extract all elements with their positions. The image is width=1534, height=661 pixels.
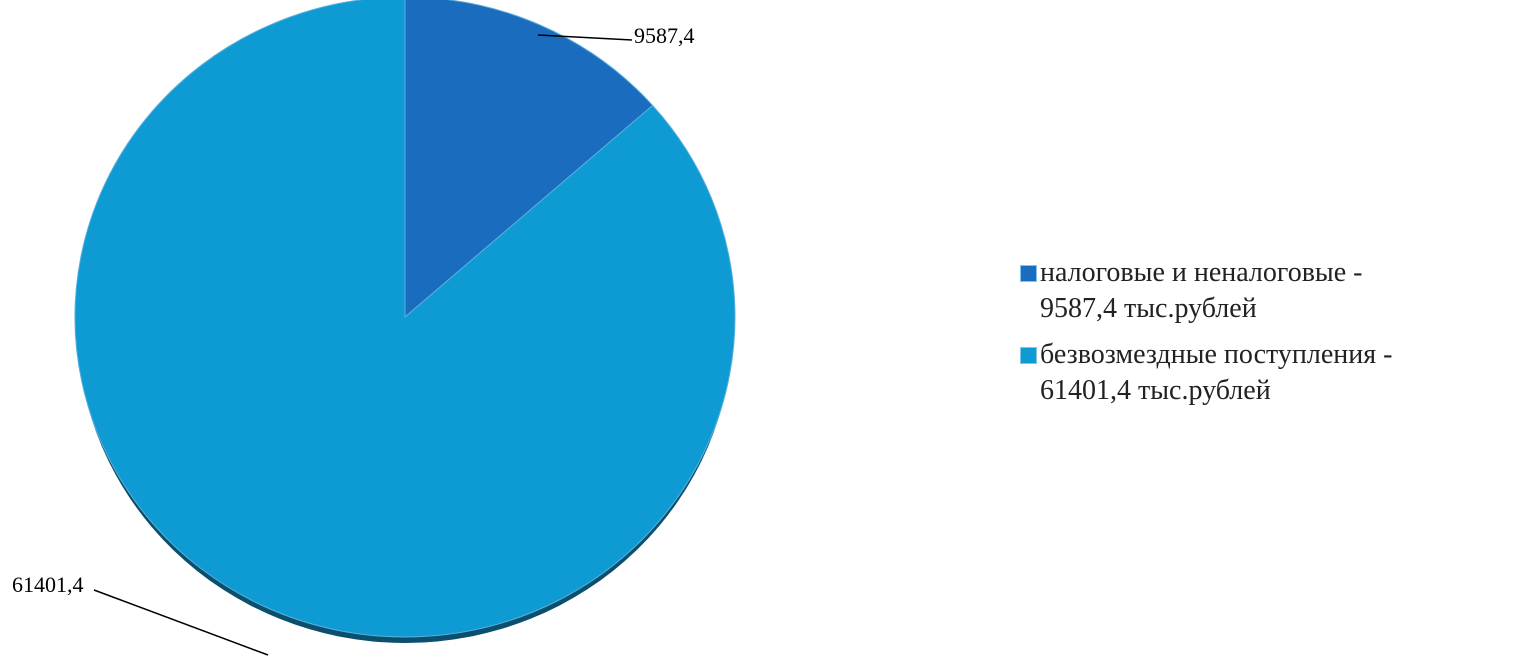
pie-slice	[404, 0, 654, 319]
legend-label: налоговые и неналоговые - 9587,4 тыс.руб…	[1040, 257, 1363, 324]
legend-swatch	[1020, 265, 1037, 282]
data-label: 9587,4	[634, 23, 695, 48]
leader-line	[537, 34, 633, 41]
data-label: 61401,4	[12, 572, 84, 597]
legend: налоговые и неналоговые - 9587,4 тыс.руб…	[1020, 255, 1520, 419]
legend-item: безвозмездные поступления - 61401,4 тыс.…	[1020, 337, 1520, 409]
pie-slice	[74, 0, 736, 638]
legend-swatch	[1020, 347, 1037, 364]
legend-label: безвозмездные поступления - 61401,4 тыс.…	[1040, 339, 1393, 406]
leader-line	[93, 589, 269, 656]
legend-item: налоговые и неналоговые - 9587,4 тыс.руб…	[1020, 255, 1520, 327]
